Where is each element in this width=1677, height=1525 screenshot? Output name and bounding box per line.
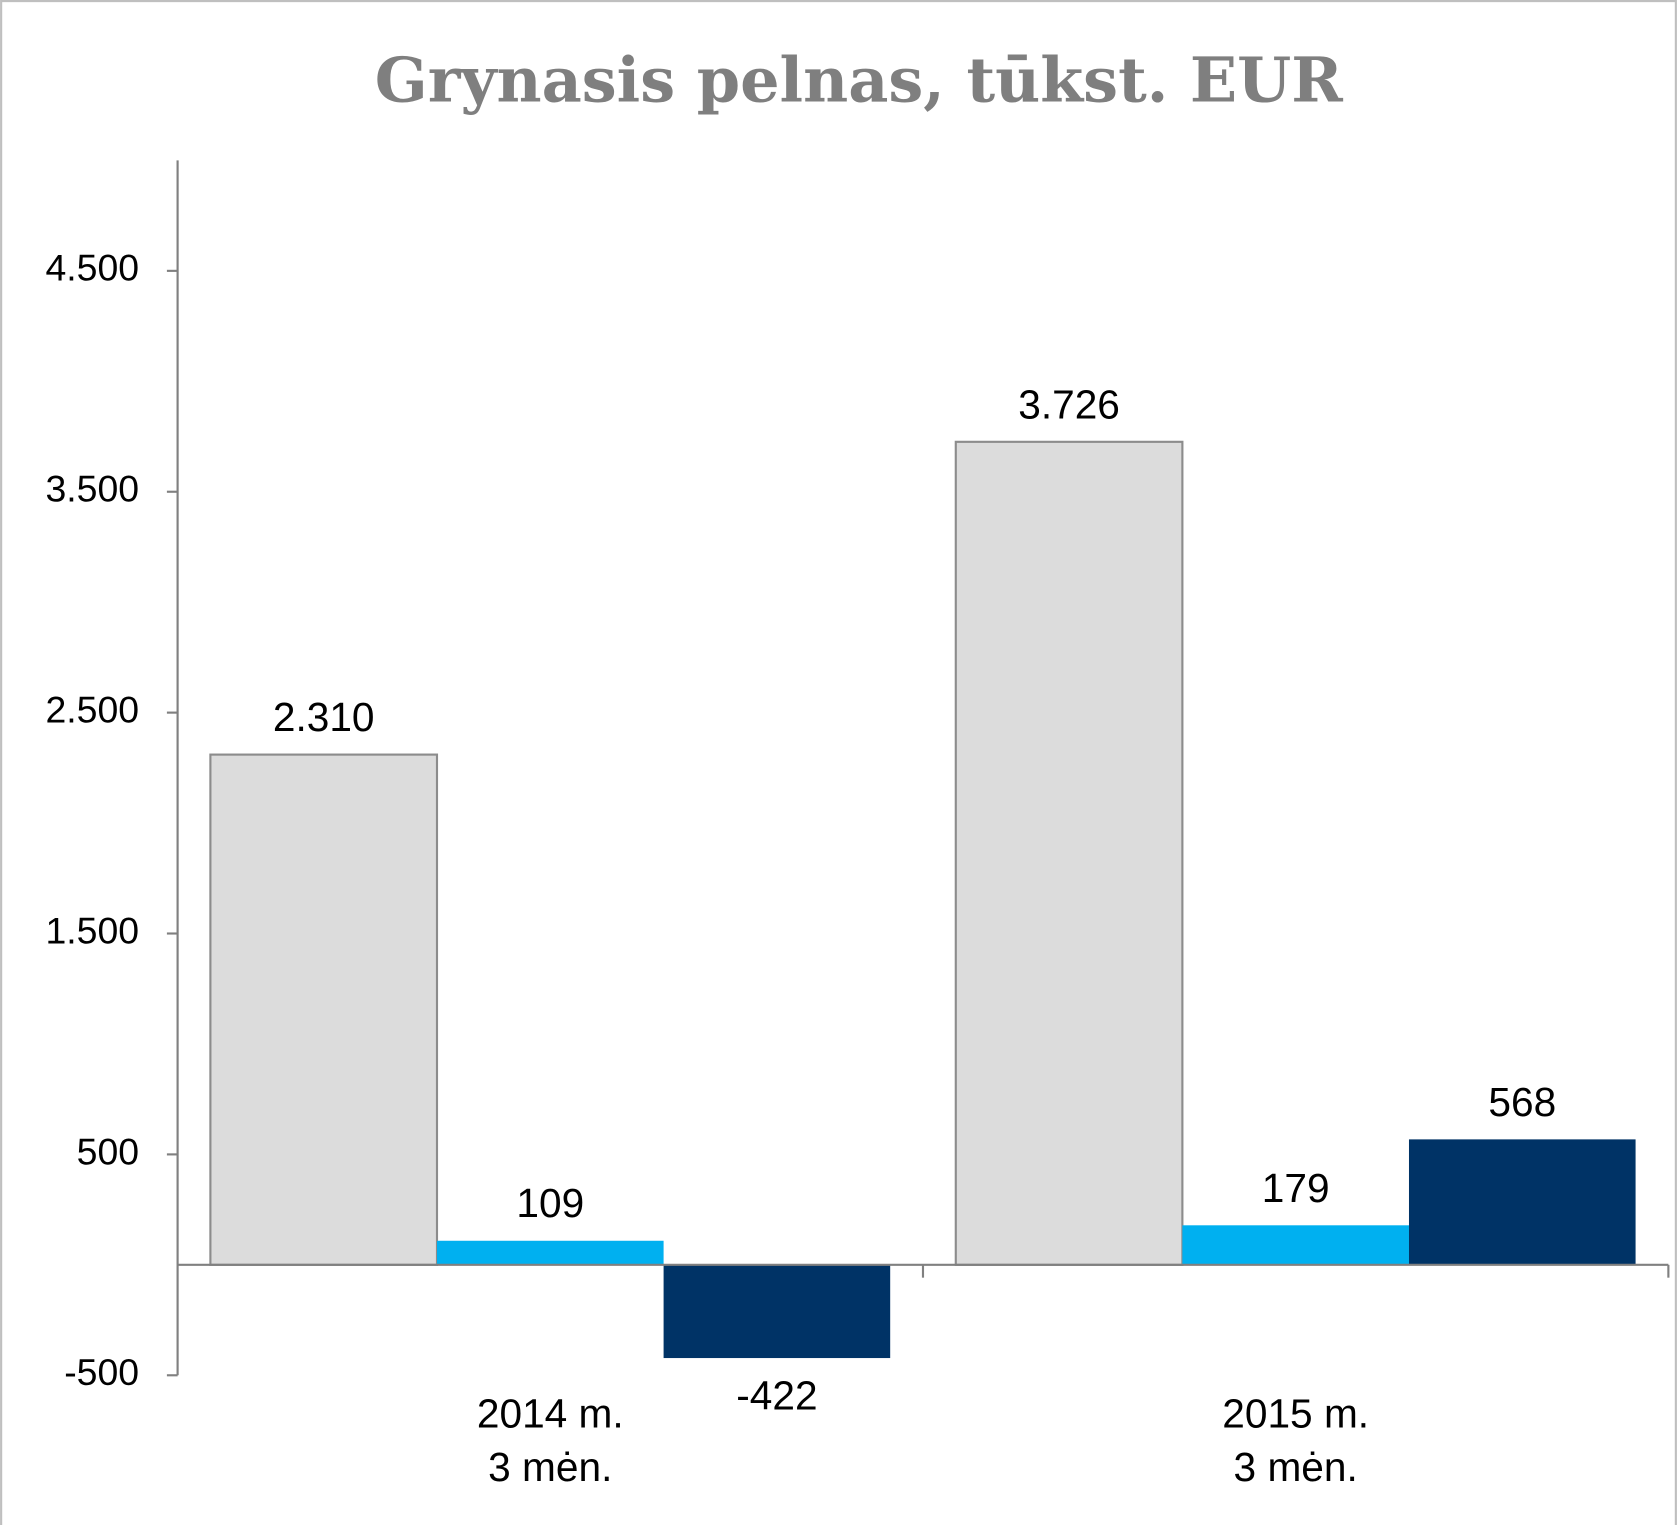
- bar: [663, 1264, 891, 1359]
- value-label: -422: [736, 1372, 817, 1418]
- y-tick-label: -500: [64, 1351, 139, 1393]
- y-tick-label: 3.500: [45, 468, 139, 510]
- value-label: 568: [1488, 1079, 1556, 1125]
- y-tick-label: 500: [77, 1130, 139, 1172]
- bar: [1408, 1139, 1636, 1265]
- bar: [436, 1240, 664, 1265]
- value-label: 179: [1262, 1165, 1330, 1211]
- y-tick-label: 1.500: [45, 909, 139, 951]
- value-label: 3.726: [1018, 381, 1120, 427]
- bar: [954, 440, 1184, 1266]
- x-tick-label: 2015 m. 3 mėn.: [1222, 1392, 1370, 1491]
- y-tick-label: 4.500: [45, 247, 139, 289]
- x-tick-label-box: 2015 m. 3 mėn.: [1222, 1392, 1370, 1491]
- value-label: 109: [516, 1180, 584, 1226]
- value-label: 2.310: [273, 694, 375, 740]
- x-tick-label-box: 2014 m. 3 mėn.: [476, 1392, 624, 1491]
- x-tick-label: 2014 m. 3 mėn.: [476, 1392, 624, 1491]
- y-tick-label: 2.500: [45, 689, 139, 731]
- bar: [1182, 1225, 1409, 1265]
- chart-title: Grynasis pelnas, tūkst. EUR: [375, 44, 1343, 117]
- bar: [209, 753, 439, 1266]
